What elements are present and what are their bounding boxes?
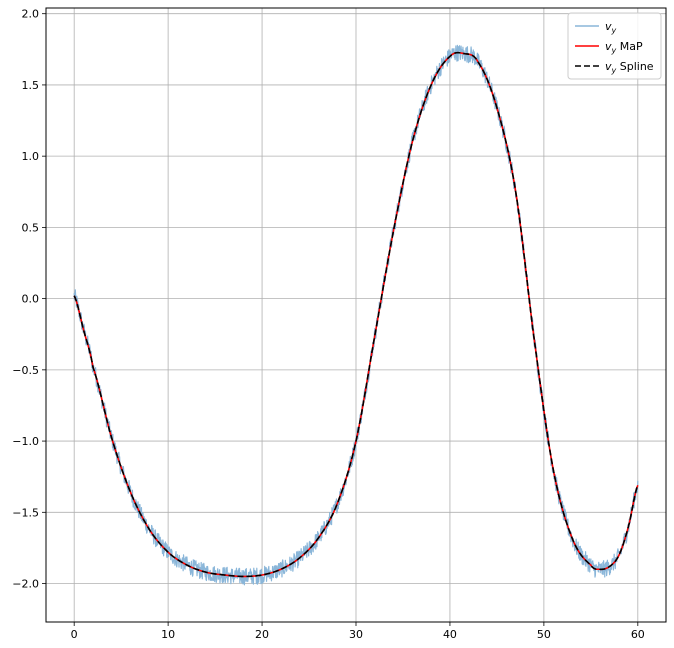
legend-label-symbol: v	[605, 40, 612, 53]
y-tick-label: 0.0	[22, 293, 40, 306]
y-tick-label: −1.5	[12, 506, 39, 519]
y-tick-label: −1.0	[12, 435, 39, 448]
y-tick-label: 0.5	[22, 221, 40, 234]
legend-label-symbol: v	[605, 20, 612, 33]
series-group	[73, 44, 639, 586]
axis-ticks: 0 10 20 30 40 50 60 −2.0 −1.5 −1.0 −0.5 0.0 0.5 1.0 1.…	[12, 8, 645, 641]
legend-label-subscript: y	[611, 66, 617, 75]
legend-label-suffix: MaP	[616, 40, 643, 53]
y-tick-label: 1.5	[22, 79, 40, 92]
x-tick-label: 60	[631, 628, 645, 641]
legend-label: vy	[605, 20, 617, 35]
legend-label-suffix: Spline	[616, 60, 654, 73]
legend-label-subscript: y	[611, 26, 617, 35]
x-tick-label: 20	[255, 628, 269, 641]
legend-label: vy Spline	[605, 60, 654, 75]
grid	[46, 8, 666, 622]
x-tick-label: 10	[161, 628, 175, 641]
x-tick-label: 0	[71, 628, 78, 641]
legend-box	[567, 12, 662, 80]
legend-label: vy MaP	[605, 40, 643, 55]
y-tick-label: −2.0	[12, 578, 39, 591]
x-tick-label: 50	[537, 628, 551, 641]
legend-label-symbol: v	[605, 60, 612, 73]
series-line-vy-spline	[73, 51, 639, 578]
y-tick-label: 2.0	[22, 8, 40, 21]
legend-label-subscript: y	[611, 46, 617, 55]
y-tick-label: 1.0	[22, 150, 40, 163]
y-tick-label: −0.5	[12, 364, 39, 377]
x-tick-label: 30	[349, 628, 363, 641]
x-tick-label: 40	[443, 628, 457, 641]
